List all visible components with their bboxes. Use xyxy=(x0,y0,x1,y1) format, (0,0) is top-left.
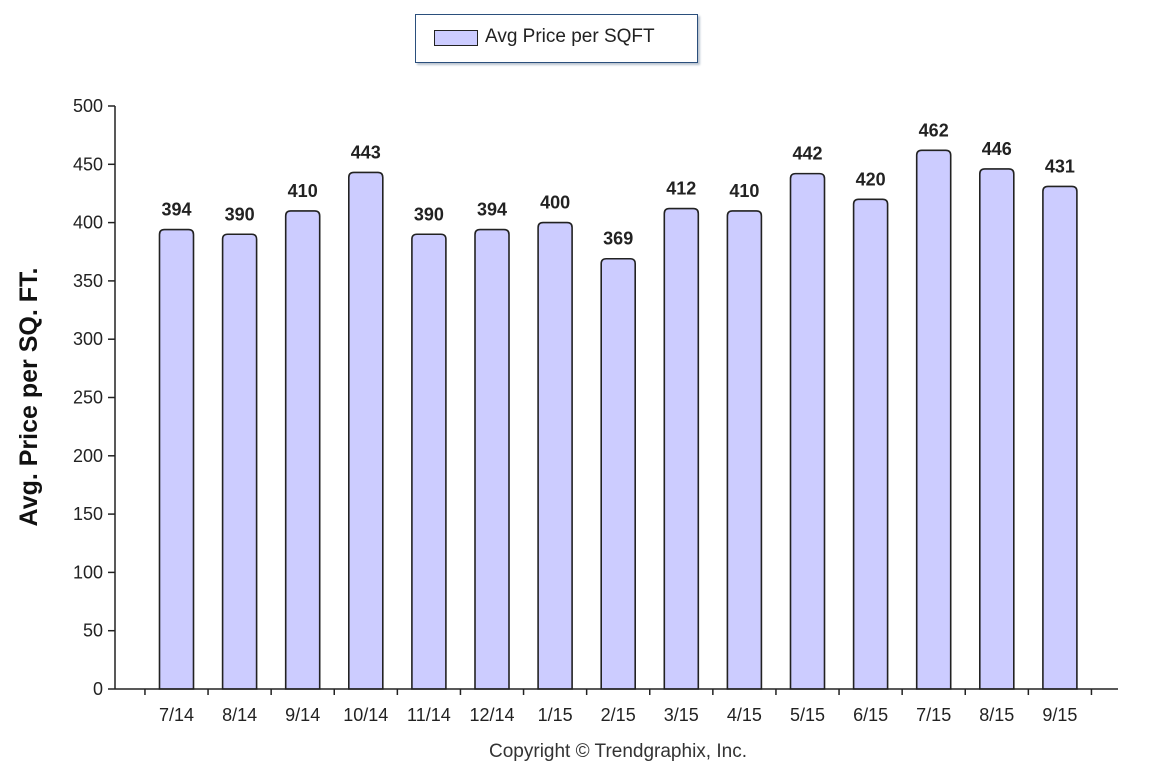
bar-5/15 xyxy=(789,172,826,690)
data-label: 394 xyxy=(477,200,507,220)
y-tick-label: 300 xyxy=(73,329,103,349)
legend: Avg Price per SQFT xyxy=(415,14,698,63)
x-tick-label: 5/15 xyxy=(790,705,825,725)
data-label: 394 xyxy=(161,200,191,220)
y-tick-label: 200 xyxy=(73,446,103,466)
bar-9/15 xyxy=(1042,185,1078,690)
bar-4/15 xyxy=(726,210,763,690)
x-tick-label: 9/15 xyxy=(1042,705,1077,725)
bar-8/14 xyxy=(221,233,258,690)
y-tick-label: 450 xyxy=(73,154,103,174)
bar-9/14 xyxy=(284,210,321,690)
bar-2/15 xyxy=(600,257,636,690)
x-tick-label: 8/15 xyxy=(979,705,1014,725)
x-tick-label: 8/14 xyxy=(222,705,257,725)
data-label: 410 xyxy=(729,181,759,201)
bar-3/15 xyxy=(663,207,700,690)
y-tick-label: 250 xyxy=(73,388,103,408)
y-tick-label: 100 xyxy=(73,562,103,582)
bar-6/15 xyxy=(852,198,889,690)
x-tick-label: 12/14 xyxy=(469,705,514,725)
x-tick-label: 4/15 xyxy=(727,705,762,725)
data-label: 443 xyxy=(351,142,381,162)
bar-7/14 xyxy=(158,228,195,690)
copyright-footer: Copyright © Trendgraphix, Inc. xyxy=(489,741,747,762)
x-tick-label: 3/15 xyxy=(664,705,699,725)
legend-label: Avg Price per SQFT xyxy=(485,26,655,47)
data-label: 369 xyxy=(603,229,633,249)
bar-7/15 xyxy=(915,149,952,690)
data-label: 442 xyxy=(792,144,822,164)
x-tick-label: 11/14 xyxy=(407,705,451,725)
data-label: 412 xyxy=(666,179,696,199)
y-tick-label: 350 xyxy=(73,271,103,291)
y-tick-label: 0 xyxy=(93,679,103,699)
y-tick-label: 500 xyxy=(73,96,103,116)
data-label: 400 xyxy=(540,193,570,213)
data-label: 410 xyxy=(288,181,318,201)
x-tick-label: 1/15 xyxy=(538,705,573,725)
data-label: 446 xyxy=(982,139,1012,159)
y-tick-label: 50 xyxy=(83,621,103,641)
x-tick-label: 10/14 xyxy=(343,705,388,725)
data-label: 420 xyxy=(856,169,886,189)
legend-swatch xyxy=(434,30,478,46)
data-label: 390 xyxy=(414,204,444,224)
data-label: 431 xyxy=(1045,156,1075,176)
data-label: 462 xyxy=(919,120,949,140)
bar-8/15 xyxy=(979,168,1015,690)
bar-1/15 xyxy=(537,221,573,690)
x-tick-label: 6/15 xyxy=(853,705,888,725)
data-label: 390 xyxy=(225,204,255,224)
x-tick-label: 7/15 xyxy=(916,705,951,725)
bar-12/14 xyxy=(474,228,510,690)
y-tick-label: 150 xyxy=(73,504,103,524)
y-axis-label: Avg. Price per SQ. FT. xyxy=(15,268,43,527)
y-tick-label: 400 xyxy=(73,213,103,233)
x-tick-label: 9/14 xyxy=(285,705,320,725)
bar-10/14 xyxy=(348,171,384,690)
x-tick-label: 2/15 xyxy=(601,705,636,725)
bar-11/14 xyxy=(411,233,447,690)
x-tick-label: 7/14 xyxy=(159,705,194,725)
